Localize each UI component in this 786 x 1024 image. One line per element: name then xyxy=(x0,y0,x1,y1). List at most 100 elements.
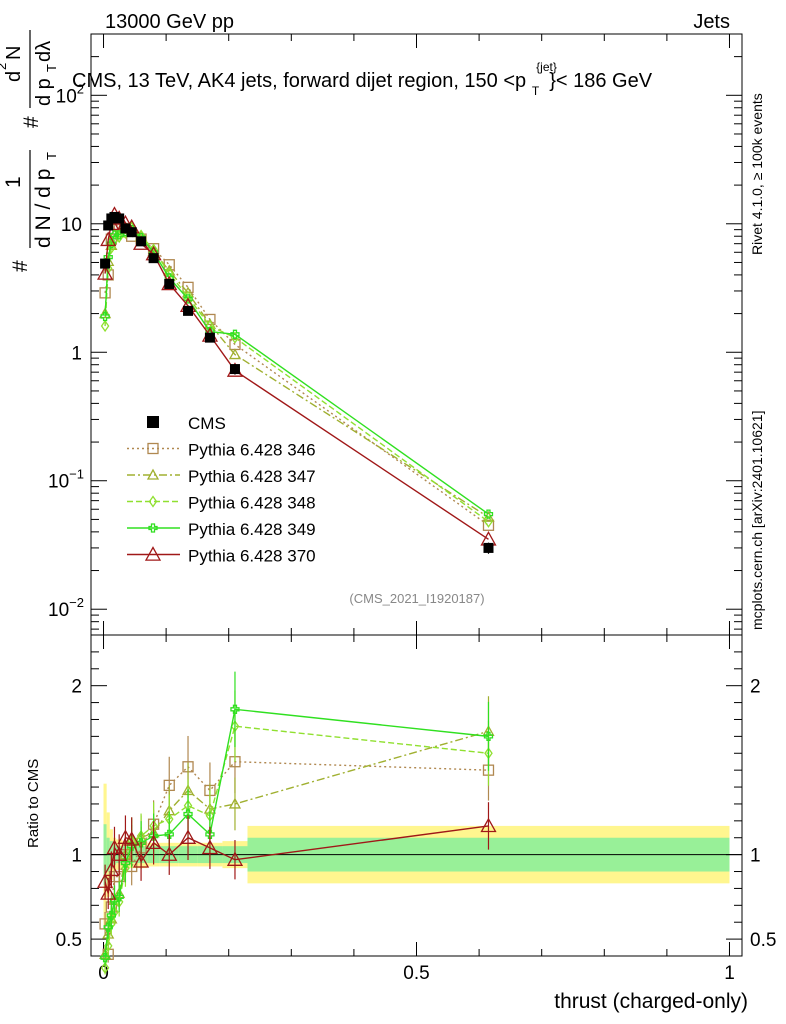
data-point xyxy=(100,258,111,269)
analysis-id-label: (CMS_2021_I1920187) xyxy=(349,591,484,606)
marker-square xyxy=(482,519,495,531)
main-panel-frame xyxy=(90,33,743,636)
header-collision-label: 13000 GeV pp xyxy=(105,11,234,33)
marker-cross xyxy=(103,922,113,932)
y-tick-label: 10 xyxy=(61,215,82,236)
ratio-y-tick-label-left: 2 xyxy=(71,677,82,698)
ratio-y-axis-label: Ratio to CMS xyxy=(25,759,42,848)
x-axis-label: thrust (charged-only) xyxy=(554,990,748,1013)
ylabel-sup-2: 2 xyxy=(0,63,9,70)
marker-cross xyxy=(106,910,116,921)
data-point xyxy=(164,278,175,289)
marker-triangle xyxy=(96,265,114,280)
legend: CMS Pythia 6.428 346 Pythia 6.428 347 Pythi… xyxy=(127,414,316,566)
marker-cross xyxy=(230,704,240,714)
y-tick-label: 10−2 xyxy=(48,595,84,621)
marker-diamond xyxy=(100,319,110,333)
legend-series-label: Pythia 6.428 370 xyxy=(188,547,316,566)
y-tick-label: 10−1 xyxy=(48,467,84,493)
marker-triangle xyxy=(161,846,178,861)
marker-diamond xyxy=(148,495,158,508)
ylabel-sub-t-1: T xyxy=(44,152,59,160)
data-point xyxy=(229,364,240,375)
ylabel-dn-dpt: d N / d p xyxy=(32,169,55,248)
rivet-version-label: Rivet 4.1.0, ≥ 100k events xyxy=(749,93,765,255)
ylabel-hash-2: # xyxy=(20,116,43,128)
data-point xyxy=(483,542,494,553)
marker-cross xyxy=(100,311,110,322)
ylabel-hash-1: # xyxy=(9,260,32,272)
marker-cross xyxy=(120,858,131,868)
marker-square xyxy=(147,442,159,455)
marker-triangle xyxy=(145,834,162,850)
ylabel-n: N xyxy=(3,46,25,60)
ratio-y-tick-label-left: 0.5 xyxy=(56,930,82,951)
marker-cross xyxy=(483,731,494,742)
marker-cross xyxy=(100,953,110,963)
ylabel-d: d xyxy=(3,71,25,82)
ylabel-dpt: d p xyxy=(33,78,55,106)
marker-diamond xyxy=(183,290,193,303)
marker-cross xyxy=(483,509,494,519)
marker-triangle xyxy=(98,307,112,319)
y-tick-label: 102 xyxy=(56,81,84,107)
marker-square xyxy=(99,287,111,299)
marker-triangle xyxy=(228,348,242,360)
marker-triangle xyxy=(226,851,244,866)
marker-triangle xyxy=(132,853,150,868)
marker-diamond xyxy=(484,515,493,528)
marker-cross xyxy=(114,892,124,902)
ylabel-sub-t-2: T xyxy=(44,64,59,72)
legend-cms-label: CMS xyxy=(188,414,226,433)
mcplots-source-label: mcplots.cern.ch [arXiv:2401.10621] xyxy=(749,411,765,630)
marker-cross xyxy=(183,809,193,819)
legend-cms-marker xyxy=(147,416,159,428)
ratio-series-group xyxy=(96,671,497,975)
data-point xyxy=(126,227,137,238)
ratio-y-tick-label-left: 1 xyxy=(71,846,82,867)
marker-triangle xyxy=(106,839,123,855)
marker-triangle xyxy=(123,831,140,846)
marker-cross xyxy=(230,329,240,339)
cms-data-group xyxy=(100,211,494,554)
legend-series-label: Pythia 6.428 348 xyxy=(188,494,316,513)
x-tick-label: 0.5 xyxy=(403,963,429,984)
ratio-y-tick-label-right: 0.5 xyxy=(750,930,776,951)
ylabel-one: 1 xyxy=(2,176,25,188)
marker-triangle xyxy=(100,231,117,247)
marker-cross xyxy=(136,838,146,848)
legend-series-label: Pythia 6.428 346 xyxy=(188,441,316,460)
marker-triangle xyxy=(146,468,160,480)
ratio-panel-frame xyxy=(90,634,743,957)
legend-series-label: Pythia 6.428 349 xyxy=(188,520,316,539)
marker-diamond xyxy=(100,961,110,974)
data-point xyxy=(114,213,125,224)
data-point xyxy=(183,305,194,316)
marker-triangle xyxy=(480,817,497,833)
marker-triangle xyxy=(144,546,162,561)
marker-triangle xyxy=(100,885,117,900)
ratio-y-tick-label-right: 2 xyxy=(750,677,761,698)
plot-title: CMS, 13 TeV, AK4 jets, forward dijet reg… xyxy=(72,60,653,98)
marker-triangle xyxy=(228,797,242,809)
marker-diamond xyxy=(107,241,116,254)
x-tick-label: 0 xyxy=(98,963,109,984)
marker-cross xyxy=(114,230,124,240)
marker-triangle xyxy=(201,839,219,855)
marker-triangle xyxy=(111,846,128,861)
main-y-axis-label: # 1 d N / d p T # d 2 N d p T dλ xyxy=(0,30,59,272)
y-tick-label: 1 xyxy=(71,343,82,364)
marker-triangle xyxy=(179,829,197,844)
data-point xyxy=(103,220,114,231)
marker-triangle xyxy=(181,286,195,298)
marker-cross xyxy=(164,829,174,840)
legend-series-label: Pythia 6.428 347 xyxy=(188,467,316,486)
data-point xyxy=(120,223,131,234)
axis-ticks: 0 0.5 1 10−2 10−1 1 10 102 0.5 0.5 1 1 2 2 xyxy=(48,33,776,984)
ratio-y-tick-label-right: 1 xyxy=(750,846,761,867)
marker-triangle xyxy=(482,510,495,522)
header-category-label: Jets xyxy=(693,11,730,33)
data-point xyxy=(148,253,159,264)
marker-cross xyxy=(205,829,215,840)
